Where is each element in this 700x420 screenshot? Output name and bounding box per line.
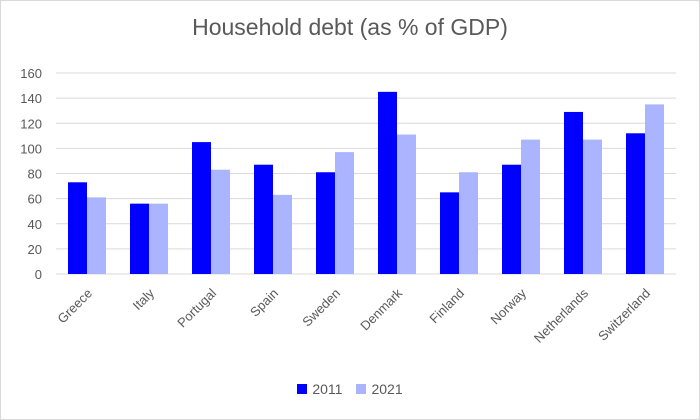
x-axis-labels: Greece Italy Portugal Spain Sweden Denmark Fin… (54, 285, 653, 346)
bar-netherlands-2011 (564, 111, 583, 274)
bar-spain-2011 (254, 164, 273, 274)
legend-label-2021: 2021 (371, 381, 403, 397)
x-category-label: Denmark (357, 285, 405, 333)
x-category-label: Finland (426, 286, 467, 327)
y-axis-ticks: 0 20 40 60 80 100 120 140 160 (20, 66, 42, 282)
y-tick-label: 60 (28, 192, 42, 207)
legend-item-2011: 2011 (297, 381, 342, 397)
bar-switzerland-2021 (645, 104, 664, 274)
legend: 2011 2021 (0, 381, 700, 397)
y-tick-label: 120 (20, 116, 42, 131)
bar-greece-2011 (68, 182, 87, 274)
y-tick-label: 0 (35, 267, 42, 282)
y-tick-label: 20 (28, 242, 42, 257)
y-tick-label: 160 (20, 66, 42, 81)
x-category-label: Netherlands (531, 285, 592, 346)
bar-italy-2021 (149, 203, 168, 274)
bar-greece-2021 (87, 197, 106, 274)
x-category-label: Portugal (174, 285, 219, 330)
y-tick-label: 100 (20, 141, 42, 156)
bar-italy-2011 (130, 203, 149, 274)
bar-norway-2021 (521, 139, 540, 274)
bar-switzerland-2011 (626, 133, 645, 274)
bar-spain-2021 (273, 194, 292, 274)
legend-swatch-2021 (356, 384, 367, 394)
bar-portugal-2011 (192, 142, 211, 274)
bar-netherlands-2021 (583, 139, 602, 274)
y-tick-label: 40 (28, 217, 42, 232)
y-tick-label: 140 (20, 91, 42, 106)
legend-item-2021: 2021 (356, 381, 403, 397)
bar-portugal-2021 (211, 169, 230, 274)
chart-title: Household debt (as % of GDP) (192, 14, 508, 40)
x-category-label: Spain (247, 286, 281, 320)
bar-sweden-2011 (316, 172, 335, 274)
bar-norway-2011 (502, 164, 521, 274)
x-category-label: Italy (130, 285, 158, 313)
bar-denmark-2011 (378, 91, 397, 274)
bar-denmark-2021 (397, 134, 416, 274)
bars (68, 91, 664, 274)
legend-label-2011: 2011 (312, 381, 343, 397)
x-category-label: Switzerland (595, 286, 653, 344)
x-category-label: Sweden (299, 286, 343, 330)
bar-sweden-2021 (335, 152, 354, 274)
bar-finland-2011 (440, 192, 459, 274)
bar-finland-2021 (459, 172, 478, 274)
y-tick-label: 80 (28, 167, 42, 182)
x-category-label: Greece (54, 286, 95, 327)
x-category-label: Norway (487, 285, 529, 327)
legend-swatch-2011 (297, 384, 308, 394)
